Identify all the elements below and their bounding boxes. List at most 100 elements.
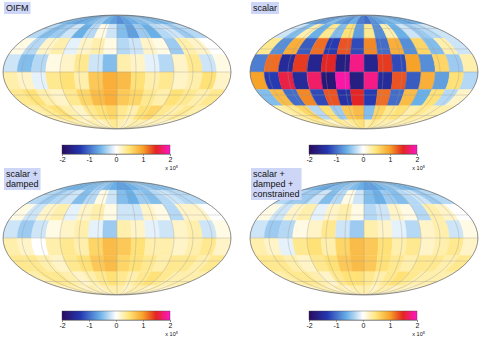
cell: [117, 221, 131, 238]
cell: [131, 238, 146, 255]
colorbar: -2-1012x 10⁵: [306, 311, 425, 337]
cell: [90, 204, 106, 220]
cell: [364, 55, 378, 72]
cell: [103, 238, 117, 255]
colorbar-axis: -2-1012: [59, 320, 172, 329]
cell: [336, 72, 351, 89]
cell: [117, 72, 131, 89]
tick-label: -1: [333, 322, 339, 329]
cell: [337, 38, 353, 54]
cell: [307, 55, 323, 72]
parallel: [43, 28, 191, 29]
cell: [364, 120, 426, 129]
parallel: [13, 261, 222, 262]
cell: [117, 238, 131, 255]
colorbar-gradient: [62, 145, 170, 154]
cell: [103, 221, 117, 238]
cell: [90, 255, 106, 271]
cell: [459, 72, 478, 89]
cell: [117, 55, 131, 72]
cell: [60, 221, 76, 238]
panel: OIFM-2-1012x 10⁵: [3, 2, 231, 171]
tick: 1: [389, 154, 393, 163]
map-outline: [250, 15, 478, 129]
cell: [444, 255, 472, 271]
cell: [405, 72, 421, 89]
tick-label: -2: [59, 322, 65, 329]
cell: [117, 15, 179, 24]
tick-label: -1: [86, 322, 92, 329]
cell: [391, 221, 407, 238]
colorbar-gradient: [309, 145, 417, 154]
tick-label: 1: [142, 322, 146, 329]
parallel: [260, 214, 469, 215]
tick-label: 1: [142, 156, 146, 163]
cell: [55, 15, 117, 24]
parallel: [13, 214, 222, 215]
parallel: [290, 194, 438, 195]
tick: 2: [416, 154, 420, 163]
cell: [158, 238, 174, 255]
cell: [212, 72, 231, 89]
cell: [302, 15, 364, 24]
colorbar-axis: -2-1012: [306, 154, 419, 163]
cell: [212, 55, 231, 72]
cell: [144, 55, 160, 72]
cell: [350, 238, 364, 255]
tick-label: -1: [86, 156, 92, 163]
cell: [171, 106, 208, 120]
parallel: [250, 72, 478, 73]
cell: [378, 72, 393, 89]
cell: [171, 24, 208, 38]
cell: [302, 286, 364, 295]
parallel: [260, 261, 469, 262]
cell: [74, 72, 90, 89]
colorbar-multiplier: x 10⁵: [165, 331, 178, 337]
parallel: [260, 95, 469, 96]
cell: [364, 286, 426, 295]
cell: [89, 221, 104, 238]
cell: [364, 204, 378, 220]
parallel: [3, 72, 231, 73]
tick: 0: [115, 320, 119, 329]
cell: [90, 38, 106, 54]
cell: [378, 238, 393, 255]
tick: 1: [142, 154, 146, 163]
tick: 2: [416, 320, 420, 329]
cell: [321, 55, 337, 72]
colorbar-gradient: [309, 311, 417, 320]
panel-label: scalar +damped: [4, 168, 41, 190]
cell: [106, 190, 117, 204]
cell: [117, 120, 179, 129]
colorbar-axis: -2-1012: [59, 154, 172, 163]
tick-label: 2: [169, 156, 173, 163]
tick-label: -2: [306, 322, 312, 329]
parallel: [260, 48, 469, 49]
cell: [364, 15, 426, 24]
cell: [117, 204, 131, 220]
panel-label: scalar: [251, 2, 279, 14]
cell: [212, 238, 231, 255]
parallel: [43, 281, 191, 282]
tick: -1: [333, 154, 339, 163]
cell: [106, 272, 117, 286]
cell: [106, 24, 117, 38]
cell: [405, 238, 421, 255]
cell: [321, 238, 337, 255]
cell: [117, 38, 131, 54]
cell: [364, 89, 378, 105]
parallel: [290, 28, 438, 29]
cell: [103, 204, 117, 220]
cell: [321, 221, 337, 238]
cell: [350, 255, 364, 271]
cell: [364, 221, 378, 238]
cell: [321, 72, 337, 89]
cell: [336, 55, 351, 72]
cell: [103, 89, 117, 105]
cell: [391, 72, 407, 89]
label-box: [4, 2, 31, 14]
cell: [353, 24, 364, 38]
parallel: [43, 194, 191, 195]
parallel: [290, 115, 438, 116]
cell: [158, 72, 174, 89]
